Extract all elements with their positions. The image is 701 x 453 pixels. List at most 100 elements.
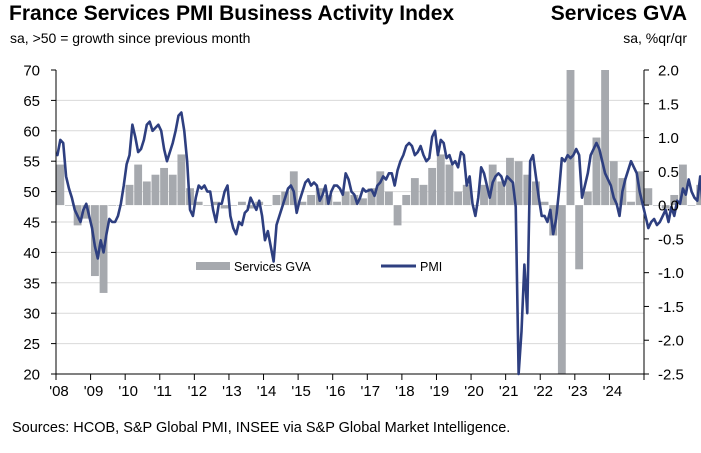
left-tick-label: 30 bbox=[23, 306, 40, 323]
x-tick-label: '15 bbox=[291, 383, 311, 400]
x-tick-label: '22 bbox=[533, 383, 553, 400]
gva-bar bbox=[108, 205, 117, 206]
gva-bar bbox=[151, 174, 160, 206]
chart-title: France Services PMI Business Activity In… bbox=[9, 2, 455, 25]
gva-bar bbox=[653, 205, 661, 206]
gva-bar bbox=[661, 205, 670, 209]
gva-bar bbox=[497, 181, 506, 206]
right-tick-label: -2.0 bbox=[658, 333, 684, 350]
x-tick-label: '08 bbox=[49, 383, 69, 400]
x-tick-label: '20 bbox=[464, 383, 484, 400]
gva-bar bbox=[454, 191, 463, 206]
gva-bar bbox=[462, 184, 471, 206]
gva-bar bbox=[298, 201, 307, 206]
left-tick-label: 60 bbox=[23, 123, 40, 140]
left-tick-label: 65 bbox=[23, 93, 40, 110]
gva-bar bbox=[644, 188, 653, 206]
gva-bar bbox=[436, 154, 445, 206]
gva-bar bbox=[220, 205, 229, 209]
right-tick-label: 1.0 bbox=[658, 130, 679, 147]
right-tick-label: 2.0 bbox=[658, 63, 679, 80]
right-axis-title: Services GVA bbox=[550, 2, 687, 25]
legend-gva-swatch bbox=[196, 262, 230, 270]
gva-bar bbox=[237, 201, 246, 206]
left-tick-label: 70 bbox=[23, 63, 40, 80]
gva-bar bbox=[384, 191, 393, 206]
gva-bar bbox=[445, 164, 454, 206]
gva-bar bbox=[410, 178, 419, 206]
gva-bar bbox=[125, 184, 134, 206]
right-tick-label: 0.0 bbox=[658, 198, 679, 215]
gva-bar bbox=[393, 205, 402, 226]
legend: Services GVA PMI bbox=[196, 260, 442, 274]
x-tick-label: '24 bbox=[603, 383, 623, 400]
gva-bar bbox=[307, 194, 316, 206]
gva-bar bbox=[514, 161, 523, 206]
gva-bar bbox=[402, 194, 411, 206]
left-tick-label: 40 bbox=[23, 245, 40, 262]
gva-bar bbox=[627, 201, 635, 206]
gva-bar bbox=[523, 174, 532, 206]
x-tick-label: '23 bbox=[568, 383, 588, 400]
x-tick-label: '12 bbox=[188, 383, 208, 400]
gva-bar bbox=[687, 205, 696, 206]
gva-bar bbox=[246, 205, 255, 209]
tick-labels: 70 65 60 55 50 45 40 35 30 25 20 2.0 1.5 1.0 0.5 0.0 -0.… bbox=[23, 63, 684, 401]
gva-bar bbox=[609, 161, 618, 206]
gva-bar bbox=[333, 201, 341, 206]
gva-bar bbox=[212, 201, 220, 206]
gva-bar bbox=[601, 70, 610, 206]
gva-bar bbox=[177, 154, 186, 206]
legend-gva-label: Services GVA bbox=[234, 260, 312, 274]
gva-bar bbox=[583, 191, 592, 206]
gva-bar bbox=[229, 205, 238, 206]
gva-bar bbox=[203, 205, 212, 206]
gva-bar bbox=[263, 205, 272, 206]
gva-bar bbox=[549, 205, 558, 236]
gva-bar bbox=[160, 167, 169, 206]
gva-bar bbox=[367, 188, 376, 206]
pmi-line-group bbox=[56, 111, 701, 376]
right-axis-subtitle: sa, %qr/qr bbox=[623, 30, 687, 46]
gva-bar bbox=[670, 194, 679, 206]
x-tick-label: '16 bbox=[326, 383, 346, 400]
left-tick-label: 25 bbox=[23, 336, 40, 353]
x-tick-label: '14 bbox=[257, 383, 277, 400]
gva-bar bbox=[350, 194, 359, 206]
gva-bar bbox=[134, 164, 143, 206]
chart-axes bbox=[51, 69, 649, 380]
right-tick-label: -0.5 bbox=[658, 231, 684, 248]
x-tick-label: '19 bbox=[430, 383, 450, 400]
gva-bar bbox=[341, 191, 350, 206]
pmi-line bbox=[56, 111, 701, 376]
gva-bar bbox=[575, 205, 584, 270]
x-tick-label: '13 bbox=[222, 383, 242, 400]
left-tick-label: 45 bbox=[23, 215, 40, 232]
gva-bar bbox=[531, 181, 540, 206]
gva-bar bbox=[592, 137, 601, 206]
source-note: Sources: HCOB, S&P Global PMI, INSEE via… bbox=[12, 420, 511, 436]
left-tick-label: 50 bbox=[23, 184, 40, 201]
gva-bar bbox=[419, 184, 428, 206]
gva-bar bbox=[194, 201, 203, 206]
right-tick-label: -2.5 bbox=[658, 367, 684, 384]
left-tick-label: 35 bbox=[23, 275, 40, 292]
gva-bar bbox=[359, 198, 367, 206]
gva-bar bbox=[471, 205, 480, 206]
gva-bar bbox=[272, 194, 281, 206]
gva-bar bbox=[376, 171, 385, 206]
x-tick-label: '18 bbox=[395, 383, 415, 400]
gva-bar bbox=[168, 174, 177, 206]
right-tick-label: -1.5 bbox=[658, 299, 684, 316]
gva-bar bbox=[678, 164, 687, 206]
right-tick-label: 0.5 bbox=[658, 164, 679, 181]
x-tick-label: '17 bbox=[361, 383, 381, 400]
gva-bar bbox=[289, 171, 298, 206]
left-tick-label: 55 bbox=[23, 154, 40, 171]
x-tick-label: '21 bbox=[499, 383, 519, 400]
gva-bar bbox=[480, 184, 488, 206]
gva-bar bbox=[566, 70, 575, 206]
left-axis-subtitle: sa, >50 = growth since previous month bbox=[10, 30, 251, 46]
gva-bar bbox=[65, 205, 73, 206]
